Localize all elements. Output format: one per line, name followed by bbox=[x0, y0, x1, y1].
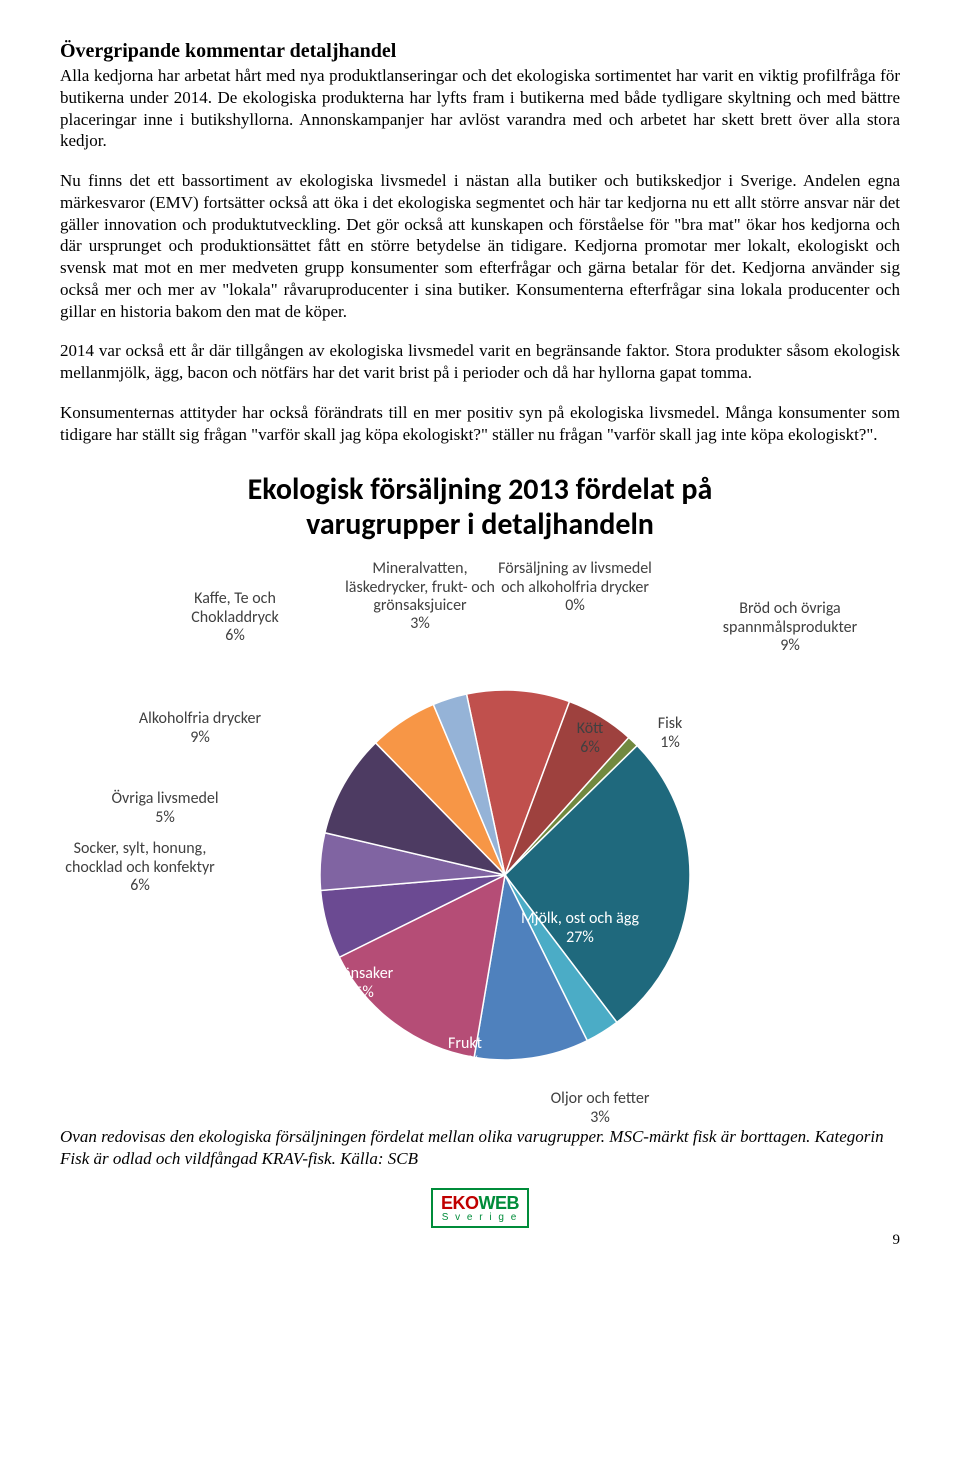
chart-title: Ekologisk försäljning 2013 fördelat på v… bbox=[60, 473, 900, 542]
section-heading: Övergripande kommentar detaljhandel bbox=[60, 40, 900, 63]
logo-subtext: S v e r i g e bbox=[441, 1212, 519, 1223]
pie-label: Mjölk, ost och ägg27% bbox=[500, 910, 660, 947]
pie-label: Kött6% bbox=[560, 720, 620, 757]
logo-part-web: WEB bbox=[479, 1193, 520, 1213]
pie-svg bbox=[320, 690, 690, 1060]
pie-label: Socker, sylt, honung, chocklad och konfe… bbox=[60, 840, 220, 895]
body-paragraph-4: Konsumenternas attityder har också förän… bbox=[60, 402, 900, 446]
pie-label: Alkoholfria drycker9% bbox=[120, 710, 280, 747]
pie-label: Kaffe, Te och Chokladdryck6% bbox=[170, 590, 300, 645]
pie-label: Försäljning av livsmedel och alkoholfria… bbox=[490, 560, 660, 615]
pie-label: Fisk1% bbox=[640, 715, 700, 752]
pie-label: Grönsaker15% bbox=[310, 965, 410, 1002]
chart-title-line2: varugrupper i detaljhandeln bbox=[306, 506, 654, 543]
pie-label: Frukt10% bbox=[430, 1035, 500, 1072]
body-paragraph-2: Nu finns det ett bassortiment av ekologi… bbox=[60, 170, 900, 322]
pie-label: Bröd och övriga spannmålsprodukter9% bbox=[700, 600, 880, 655]
pie-label: Mineralvatten, läskedrycker, frukt- och … bbox=[330, 560, 510, 634]
footer-logo: EKOWEB S v e r i g e bbox=[60, 1188, 900, 1228]
logo-part-eko: EKO bbox=[441, 1193, 479, 1213]
page-number: 9 bbox=[60, 1232, 900, 1249]
body-paragraph-3: 2014 var också ett år där tillgången av … bbox=[60, 340, 900, 384]
pie-label: Övriga livsmedel5% bbox=[90, 790, 240, 827]
chart-caption: Ovan redovisas den ekologiska försäljnin… bbox=[60, 1126, 900, 1170]
chart-title-line1: Ekologisk försäljning 2013 fördelat på bbox=[248, 471, 713, 508]
pie-label: Oljor och fetter3% bbox=[520, 1090, 680, 1127]
body-paragraph-1: Alla kedjorna har arbetat hårt med nya p… bbox=[60, 65, 900, 152]
pie-chart: Försäljning av livsmedel och alkoholfria… bbox=[60, 560, 900, 1120]
ekoweb-logo: EKOWEB S v e r i g e bbox=[431, 1188, 529, 1228]
